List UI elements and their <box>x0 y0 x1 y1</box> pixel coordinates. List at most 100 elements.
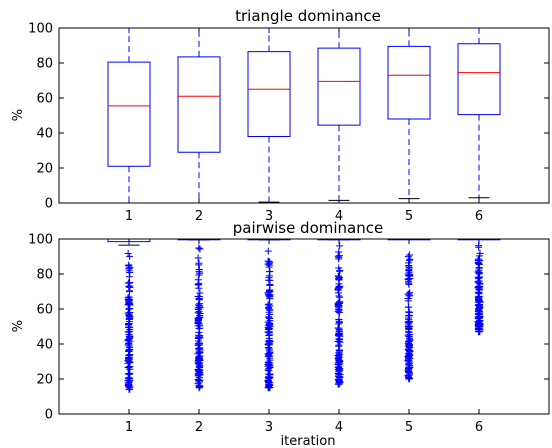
outlier-point <box>125 300 133 308</box>
x-tick-label: 1 <box>125 420 133 435</box>
outlier-point <box>264 301 272 309</box>
outlier-point <box>335 305 343 313</box>
outlier-point <box>125 265 133 273</box>
y-tick-label: 20 <box>36 162 53 177</box>
outlier-point <box>335 380 343 388</box>
x-tick-label: 2 <box>195 420 203 435</box>
outlier-point <box>264 362 272 370</box>
chart-title: pairwise dominance <box>233 219 383 237</box>
outlier-point <box>125 339 133 347</box>
outlier-point <box>406 336 414 344</box>
outlier-point <box>195 344 203 352</box>
x-tick-label: 6 <box>475 209 483 224</box>
y-tick-label: 60 <box>36 303 53 318</box>
x-tick-label: 5 <box>405 420 413 435</box>
outlier-point <box>336 298 344 306</box>
outlier-point <box>475 277 483 285</box>
panel-triangle-dominance: triangle dominance % 0 20 40 60 80 100 1 2 3 4 5 6 <box>11 7 550 224</box>
x-tick-label: 4 <box>335 420 343 435</box>
outlier-point <box>126 264 134 272</box>
outlier-point <box>196 300 204 308</box>
box <box>317 47 361 126</box>
outlier-point <box>404 297 412 305</box>
outlier-point <box>336 242 344 250</box>
plot-frame <box>58 27 550 204</box>
outlier-point <box>194 357 202 365</box>
x-tick-label: 3 <box>265 420 273 435</box>
outlier-point <box>196 312 204 320</box>
y-tick-label: 80 <box>36 57 53 72</box>
outlier-point <box>194 365 202 373</box>
outlier-point <box>195 279 203 287</box>
outlier-point <box>475 242 483 250</box>
y-tick-label: 40 <box>36 127 53 142</box>
outlier-point <box>125 273 133 281</box>
outlier-point <box>406 289 414 297</box>
outlier-point <box>335 276 343 284</box>
outlier-point <box>336 266 344 274</box>
outlier-point <box>335 308 343 316</box>
outlier-point <box>335 365 343 373</box>
outlier-point <box>405 375 413 383</box>
outlier-point <box>475 301 483 309</box>
outlier-point <box>474 314 482 322</box>
x-tick-label: 5 <box>405 209 413 224</box>
x-tick-label: 1 <box>125 209 133 224</box>
outlier-point <box>125 321 133 329</box>
outlier-point <box>196 344 204 352</box>
y-tick-label: 0 <box>45 197 53 212</box>
outlier-point <box>335 252 343 260</box>
outlier-point <box>125 348 133 356</box>
outlier-point <box>125 288 133 296</box>
box <box>457 43 501 116</box>
plot-frame <box>58 238 550 415</box>
outlier-point <box>406 347 414 355</box>
outlier-point <box>124 370 132 378</box>
outlier-point <box>474 259 482 267</box>
box <box>177 56 221 153</box>
outlier-point <box>336 282 344 290</box>
outlier-point <box>266 280 274 288</box>
outlier-point <box>264 260 272 268</box>
outlier-point <box>405 290 413 298</box>
outlier-point <box>264 340 272 348</box>
outlier-point <box>194 337 202 345</box>
outlier-point <box>194 375 202 383</box>
outlier-point <box>334 272 342 280</box>
outlier-point <box>265 384 273 392</box>
outlier-point <box>124 357 132 365</box>
outlier-point <box>125 331 133 339</box>
outlier-point <box>265 305 273 313</box>
outlier-point <box>404 331 412 339</box>
outlier-point <box>195 259 203 267</box>
outlier-point <box>334 370 342 378</box>
outlier-point <box>125 311 133 319</box>
outlier-point <box>475 252 483 260</box>
outlier-point <box>266 291 274 299</box>
outlier-point <box>265 359 273 367</box>
outlier-point <box>264 247 272 255</box>
outlier-point <box>405 343 413 351</box>
outlier-point <box>196 362 204 370</box>
outlier-point <box>335 332 343 340</box>
outlier-point <box>406 270 414 278</box>
outlier-point <box>335 357 343 365</box>
outlier-point <box>405 256 413 264</box>
outlier-point <box>265 276 273 284</box>
outlier-point <box>474 284 482 292</box>
outlier-point <box>195 293 203 301</box>
outlier-point <box>405 308 413 316</box>
outlier-point <box>475 328 483 336</box>
chart-title: triangle dominance <box>235 7 381 25</box>
panel-pairwise-dominance: pairwise dominance % iteration 0 20 40 60 80… <box>11 219 550 448</box>
outlier-point <box>266 268 274 276</box>
x-axis-label: iteration <box>281 434 336 448</box>
outlier-point <box>405 316 413 324</box>
outlier-point <box>196 322 204 330</box>
y-tick-label: 60 <box>36 92 53 107</box>
x-tick-label: 4 <box>335 209 343 224</box>
y-tick-label: 20 <box>36 373 53 388</box>
box <box>107 61 151 167</box>
outlier-point <box>195 244 203 252</box>
